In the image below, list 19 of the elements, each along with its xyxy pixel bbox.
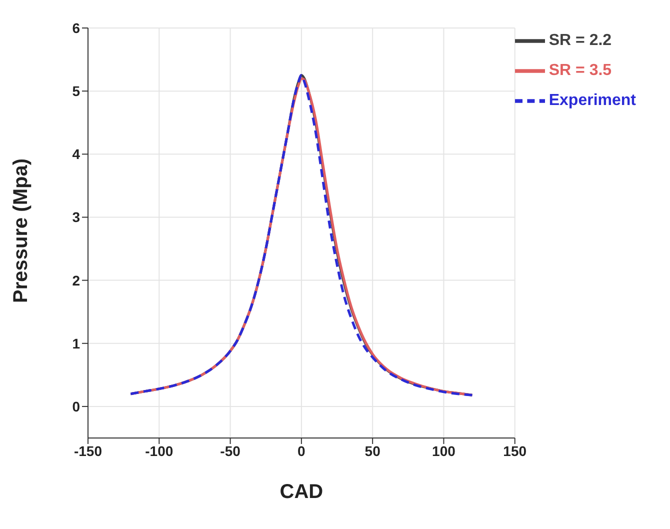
x-tick-label: -100 [145,442,174,459]
y-tick-label: 3 [72,209,80,226]
y-tick-label: 4 [72,146,80,162]
y-tick-label: 5 [72,83,80,100]
legend-label: Experiment [548,92,636,110]
x-tick-label: 150 [503,442,527,459]
y-tick-label: 0 [72,398,80,414]
x-tick-label: 50 [364,442,381,459]
y-axis-title: Pressure (Mpa) [10,158,32,303]
x-tick-label: 100 [432,442,456,459]
x-tick-label: -50 [220,442,241,459]
y-tick-label: 6 [72,20,80,36]
y-tick-label: 2 [72,272,80,288]
legend-label: SR = 2.2 [548,32,612,50]
x-axis-title: CAD [280,481,324,503]
y-tick-label: 1 [72,335,80,352]
x-tick-label: 0 [298,442,306,459]
legend-label: SR = 3.5 [548,62,612,80]
x-tick-label: -150 [74,442,102,459]
